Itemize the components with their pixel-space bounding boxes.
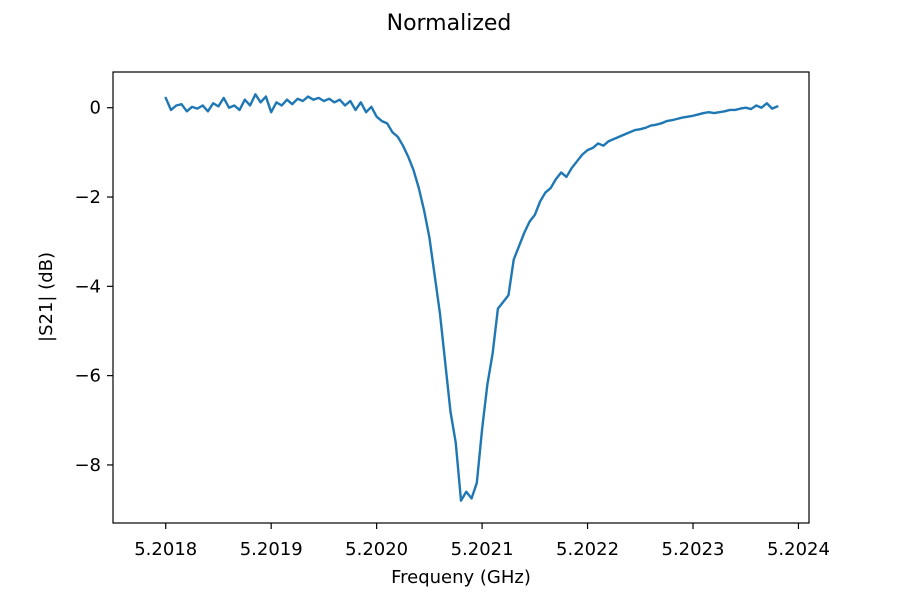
y-tick-label: 0 [90, 98, 101, 119]
y-tick-label: −6 [74, 366, 101, 387]
x-tick-label: 5.2019 [240, 539, 303, 560]
x-tick-label: 5.2021 [451, 539, 514, 560]
y-axis-title: |S21| (dB) [36, 252, 57, 342]
x-tick-label: 5.2024 [767, 539, 830, 560]
x-axis-title: Frequeny (GHz) [391, 567, 531, 588]
series-line [164, 93, 779, 502]
chart-title: Normalized [387, 11, 512, 36]
y-tick-label: −4 [74, 276, 101, 297]
plot-area [112, 71, 810, 524]
x-axis: 5.2018 5.2019 5.2020 5.2021 5.2022 5.2023 5.20… [134, 523, 830, 560]
x-tick-label: 5.2018 [134, 539, 197, 560]
x-tick-label: 5.2022 [556, 539, 619, 560]
x-tick-label: 5.2023 [662, 539, 725, 560]
y-tick-label: −2 [74, 187, 101, 208]
y-axis: 0 −2 −4 −6 −8 [74, 98, 113, 476]
x-tick-label: 5.2020 [345, 539, 408, 560]
y-tick-label: −8 [74, 455, 101, 476]
plot-frame [112, 71, 810, 524]
